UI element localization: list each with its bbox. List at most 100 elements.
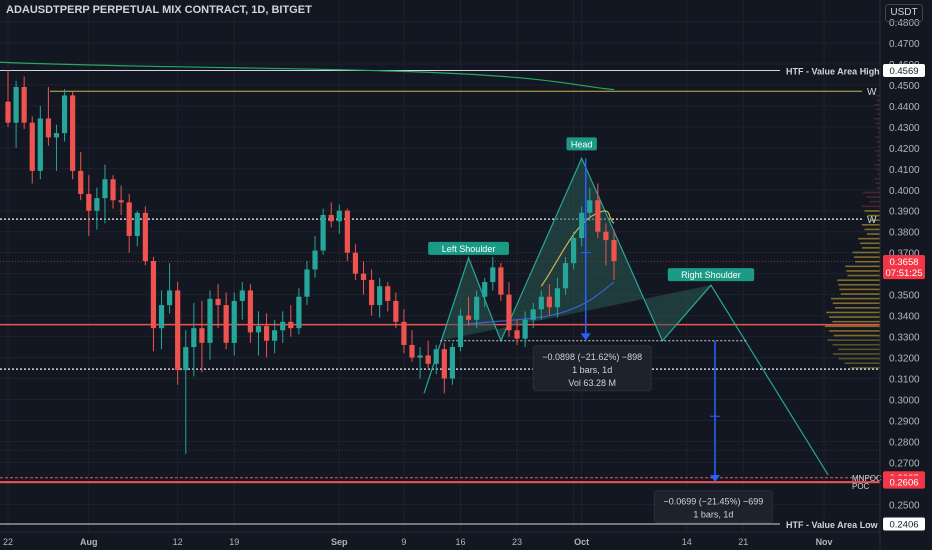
candle-body	[401, 321, 407, 345]
candle-body	[474, 296, 480, 320]
y-tick-label: 0.3400	[889, 312, 920, 323]
y-tick-label: 0.4400	[889, 102, 920, 113]
candle-body	[360, 273, 367, 280]
volume-profile-bar	[850, 367, 880, 369]
poc-label: MNPOC	[852, 474, 882, 483]
x-tick-label: 16	[455, 537, 465, 547]
volume-profile-bar	[834, 307, 880, 309]
volume-profile-bar	[866, 196, 880, 198]
volume-profile-bar	[853, 256, 880, 258]
candle-body	[425, 355, 431, 364]
candle-body	[21, 87, 27, 123]
volume-profile-bar	[839, 288, 880, 291]
volume-profile-bar	[840, 293, 880, 295]
candle-body	[70, 95, 76, 171]
x-tick-label: Oct	[574, 537, 589, 547]
measure-text: 1 bars, 1d	[572, 365, 612, 375]
candle-body	[280, 321, 286, 331]
measurement-tools: −0.0898 (−21.62%) −898 1 bars, 1d Vol 63.2…	[532, 158, 773, 524]
candle-body	[304, 269, 310, 297]
volume-profile-bar	[876, 113, 880, 115]
volume-profile-bar	[864, 210, 880, 212]
horizontal-levels: HTF - Value Area High HTF - Value Area Lo…	[0, 66, 882, 530]
volume-profile-bar	[824, 325, 880, 328]
volume-profile-bar	[847, 274, 880, 277]
volume-profile-bar	[876, 140, 880, 143]
candle-body	[336, 210, 342, 222]
ma-blue	[468, 281, 615, 325]
candle-body	[506, 294, 512, 331]
price-label-bg	[883, 266, 925, 280]
candle-body	[433, 349, 439, 364]
candle-body	[126, 202, 132, 236]
volume-profile-bar	[867, 214, 880, 217]
volume-profile-bar	[864, 228, 880, 231]
measure-box	[532, 345, 652, 392]
volume-profile-bar	[866, 233, 880, 235]
y-tick-label: 0.3200	[889, 354, 920, 365]
measure2-arrow	[710, 474, 720, 482]
candle-body	[312, 250, 318, 270]
x-tick-label: 23	[512, 537, 522, 547]
symbol-title: ADAUSDTPERP PERPETUAL MIX CONTRACT, 1D, …	[6, 4, 312, 16]
volume-profile-bar	[845, 265, 880, 268]
x-tick-label: 9	[401, 537, 406, 547]
ma-yellow	[540, 210, 615, 287]
currency-button[interactable]: USDT	[885, 4, 923, 22]
candle-body	[239, 290, 245, 301]
measure-text: −0.0699 (−21.45%) −699	[663, 497, 763, 507]
weekly-mid-label: W	[867, 215, 877, 226]
candle-body	[288, 321, 294, 329]
candle-body	[538, 296, 544, 310]
volume-profile-bar	[874, 117, 880, 120]
candle-body	[546, 296, 552, 308]
volume-profile-bar	[877, 173, 880, 175]
x-tick-label: 14	[682, 537, 692, 547]
y-tick-label: 0.4800	[889, 18, 920, 29]
volume-profile-bar	[861, 224, 880, 226]
volume-profile-bar	[874, 164, 880, 166]
candle-body	[45, 118, 51, 138]
volume-profile-bar	[838, 283, 880, 286]
price-label: 0.2406	[889, 520, 918, 531]
volume-profile-bar	[829, 316, 880, 318]
candle-body	[603, 231, 609, 241]
candle-body	[320, 214, 326, 251]
candle-body	[215, 298, 221, 306]
weekly-high-label: W	[867, 87, 877, 98]
candle-body	[134, 212, 140, 236]
volume-profile-bar	[875, 136, 880, 138]
candle-body	[369, 279, 375, 306]
volume-profile-bar	[862, 191, 880, 194]
candle-body	[409, 344, 415, 358]
y-tick-label: 0.3500	[889, 291, 920, 302]
grid-lines	[0, 0, 880, 532]
head-label-bg	[566, 137, 597, 151]
y-tick-label: 0.3300	[889, 333, 920, 344]
candle-body	[441, 349, 447, 379]
volume-profile-bar	[876, 187, 880, 189]
volume-profile-bar	[876, 154, 880, 157]
volume-profile-bar	[874, 104, 880, 106]
volume-profile-bar	[875, 94, 880, 97]
candle-body	[296, 296, 302, 329]
volume-profile-bar	[838, 348, 880, 351]
x-tick-label: 12	[173, 537, 183, 547]
candle-body	[150, 261, 157, 329]
measure-box	[653, 490, 773, 524]
right-shoulder-label-bg	[667, 268, 755, 282]
candle-body	[449, 347, 455, 379]
ma-green	[0, 61, 615, 91]
candles	[5, 70, 617, 454]
y-tick-label: 0.4300	[889, 123, 920, 134]
volume-profile-bar	[831, 297, 880, 300]
y-tick-label: 0.4500	[889, 81, 920, 92]
candle-body	[457, 315, 464, 348]
candle-body	[207, 298, 213, 343]
volume-profile-bar	[832, 320, 880, 323]
htf-low-label: HTF - Value Area Low	[786, 520, 879, 530]
measure-text: 1 bars, 1d	[693, 510, 733, 520]
candle-body	[247, 290, 253, 333]
